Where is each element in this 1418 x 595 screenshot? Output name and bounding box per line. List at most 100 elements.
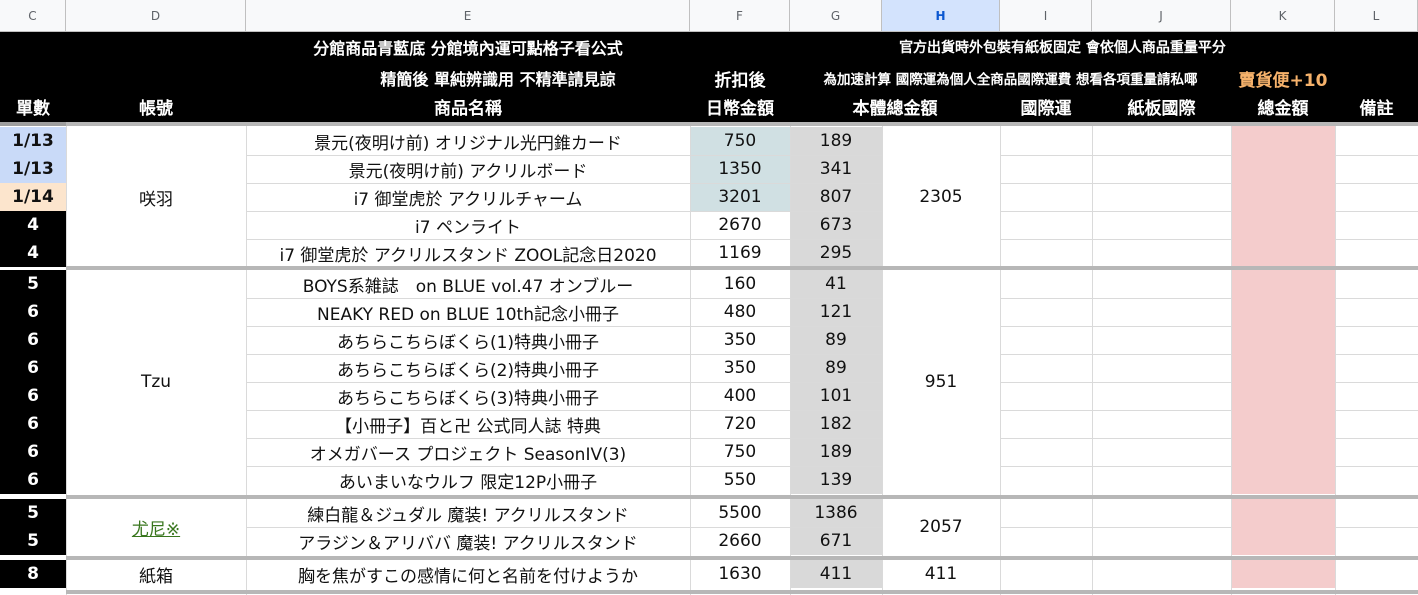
account-cell[interactable]: 尤尼※ [66, 499, 246, 555]
product-name-cell[interactable]: NEAKY RED on BLUE 10th記念小冊子 [317, 304, 619, 325]
body-amount-cell[interactable]: 341 [790, 155, 882, 183]
group-total-cell[interactable]: 951 [924, 372, 958, 392]
row-gridline [1335, 326, 1418, 327]
jpy-amount-cell[interactable]: 550 [723, 470, 757, 490]
body-amount-cell[interactable]: 411 [790, 560, 882, 588]
column-header-h[interactable]: H [882, 0, 1000, 32]
jpy-amount-cell[interactable]: 720 [723, 414, 757, 434]
product-name-cell[interactable]: i7 御堂虎於 アクリルチャーム [353, 189, 583, 210]
body-amount-cell[interactable]: 673 [790, 211, 882, 239]
header-e-line2: 精簡後 單純辨識用 不精準請見諒 [380, 70, 616, 89]
product-name-cell[interactable]: 【小冊子】百と卍 公式同人誌 特典 [335, 416, 601, 437]
jpy-amount-cell[interactable]: 350 [723, 358, 757, 378]
column-header-c[interactable]: C [0, 0, 66, 32]
column-header-j[interactable]: J [1092, 0, 1231, 32]
product-name-cell[interactable]: 練白龍＆ジュダル 魔装! アクリルスタンド [307, 505, 629, 526]
product-name-cell[interactable]: 胸を焦がすこの感情に何と名前を付けようか [298, 566, 638, 587]
jpy-amount-cell[interactable]: 2660 [718, 531, 762, 551]
column-header-i[interactable]: I [1000, 0, 1092, 32]
column-gridline [1335, 126, 1336, 595]
body-amount-cell[interactable]: 189 [790, 127, 882, 155]
count-cell[interactable]: 6 [27, 358, 39, 378]
account-cell[interactable]: 紙箱 [66, 560, 246, 588]
count-cell[interactable]: 1/14 [0, 183, 66, 211]
group-total-cell[interactable]: 411 [924, 564, 958, 584]
jpy-amount-cell[interactable]: 480 [723, 302, 757, 322]
body-amount-cell[interactable]: 807 [790, 183, 882, 211]
jpy-amount-cell[interactable]: 2670 [718, 215, 762, 235]
column-header-d[interactable]: D [66, 0, 246, 32]
row-gridline [1000, 466, 1231, 467]
column-gridline [1000, 126, 1001, 595]
jpy-amount-cell[interactable]: 400 [723, 386, 757, 406]
product-name-cell[interactable]: 景元(夜明け前) アクリルボード [348, 161, 588, 182]
jpy-amount-cell[interactable]: 160 [723, 274, 757, 294]
jpy-amount-cell[interactable]: 350 [723, 330, 757, 350]
row-gridline [1000, 239, 1231, 240]
body-amount-cell[interactable]: 41 [790, 270, 882, 298]
body-amount-cell[interactable]: 121 [790, 298, 882, 326]
product-name-cell[interactable]: i7 ペンライト [415, 217, 521, 238]
count-cell[interactable]: 4 [27, 215, 39, 235]
account-link[interactable]: 尤尼※ [131, 519, 181, 540]
body-amount-cell[interactable]: 671 [790, 527, 882, 555]
column-header-e[interactable]: E [246, 0, 690, 32]
jpy-amount-cell[interactable]: 750 [723, 442, 757, 462]
count-cell[interactable]: 8 [27, 564, 39, 584]
product-name-cell[interactable]: あちらこちらぼくら(2)特典小冊子 [336, 360, 600, 381]
product-name-cell[interactable]: 景元(夜明け前) オリジナル光円錐カード [314, 133, 622, 154]
account-cell[interactable]: Tzu [66, 270, 246, 494]
count-cell[interactable]: 6 [27, 442, 39, 462]
jpy-amount-cell[interactable]: 1630 [718, 564, 762, 584]
count-cell[interactable]: 6 [27, 330, 39, 350]
group-total-cell[interactable]: 2057 [919, 517, 963, 537]
count-column-bg [0, 560, 66, 588]
grand-total-cell[interactable] [1231, 499, 1335, 555]
jpy-amount-cell[interactable]: 1350 [690, 155, 790, 183]
column-header-f[interactable]: F [690, 0, 790, 32]
product-name-cell[interactable]: i7 御堂虎於 アクリルスタンド ZOOL記念日2020 [279, 245, 657, 266]
body-amount-cell[interactable]: 101 [790, 382, 882, 410]
column-header-g[interactable]: G [790, 0, 882, 32]
row-gridline [1335, 155, 1418, 156]
body-amount-cell[interactable]: 89 [790, 326, 882, 354]
product-name-cell[interactable]: あちらこちらぼくら(3)特典小冊子 [336, 388, 600, 409]
count-cell[interactable]: 5 [27, 531, 39, 551]
count-cell[interactable]: 5 [27, 274, 39, 294]
group-separator [66, 590, 1418, 594]
count-cell[interactable]: 1/13 [0, 127, 66, 155]
jpy-amount-cell[interactable]: 750 [690, 127, 790, 155]
grand-total-cell[interactable] [1231, 270, 1335, 494]
count-cell[interactable]: 6 [27, 302, 39, 322]
grand-total-cell[interactable] [1231, 127, 1335, 267]
product-name-cell[interactable]: BOYS系雑誌 on BLUE vol.47 オンブルー [302, 276, 634, 297]
account-cell[interactable]: 咲羽 [66, 127, 246, 267]
count-cell[interactable]: 1/13 [0, 155, 66, 183]
group-total-cell[interactable]: 2305 [919, 187, 963, 207]
column-header-l[interactable]: L [1335, 0, 1418, 32]
row-gridline [246, 155, 882, 156]
row-gridline [1000, 155, 1231, 156]
product-name-cell[interactable]: あちらこちらぼくら(1)特典小冊子 [336, 332, 600, 353]
body-amount-cell[interactable]: 182 [790, 410, 882, 438]
product-name-cell[interactable]: あいまいなウルフ 限定12P小冊子 [338, 472, 598, 493]
grand-total-cell[interactable] [1231, 560, 1335, 588]
count-cell[interactable]: 6 [27, 414, 39, 434]
body-amount-cell[interactable]: 139 [790, 466, 882, 494]
jpy-amount-cell[interactable]: 1169 [718, 243, 762, 263]
jpy-amount-cell[interactable]: 3201 [690, 183, 790, 211]
body-amount-cell[interactable]: 189 [790, 438, 882, 466]
product-name-cell[interactable]: アラジン＆アリババ 魔装! アクリルスタンド [298, 533, 638, 554]
column-header-k[interactable]: K [1231, 0, 1335, 32]
body-amount-cell[interactable]: 295 [790, 239, 882, 267]
count-cell[interactable]: 5 [27, 503, 39, 523]
header-f-line2: 折扣後 [714, 70, 766, 91]
count-cell[interactable]: 4 [27, 243, 39, 263]
body-amount-cell[interactable]: 1386 [790, 499, 882, 527]
body-amount-cell[interactable]: 89 [790, 354, 882, 382]
product-name-cell[interactable]: オメガバース プロジェクト SeasonIV(3) [309, 444, 627, 465]
jpy-amount-cell[interactable]: 5500 [718, 503, 762, 523]
count-cell[interactable]: 6 [27, 386, 39, 406]
count-cell[interactable]: 6 [27, 470, 39, 490]
header-gj-line2: 為加速計算 國際運為個人全商品國際運費 想看各項重量請私㖿 [823, 72, 1198, 88]
